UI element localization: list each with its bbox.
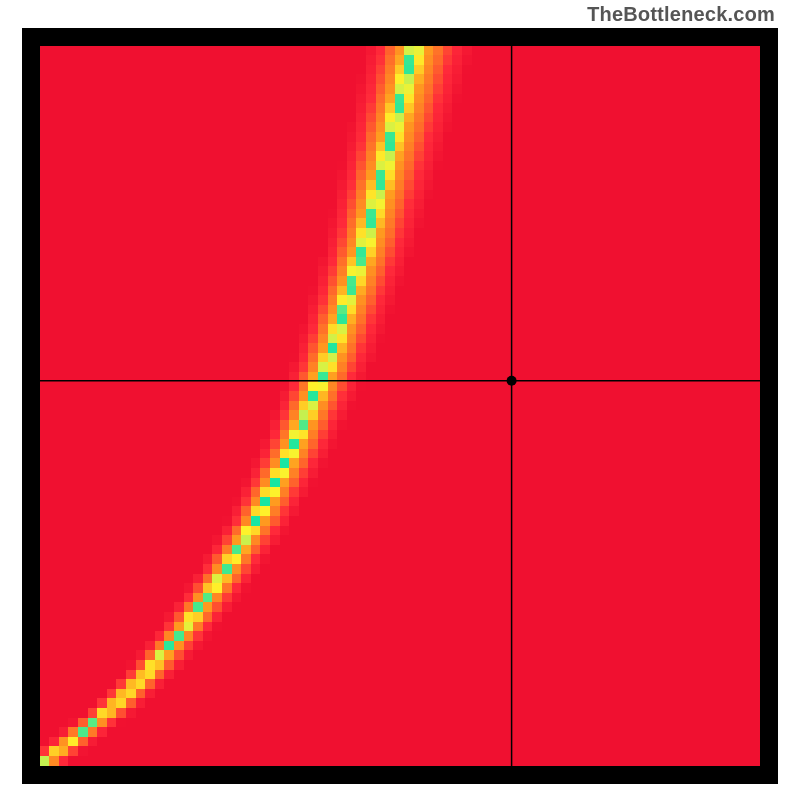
heatmap-canvas [22, 28, 778, 784]
attribution-label: TheBottleneck.com [587, 4, 775, 27]
heatmap-plot [22, 28, 778, 784]
